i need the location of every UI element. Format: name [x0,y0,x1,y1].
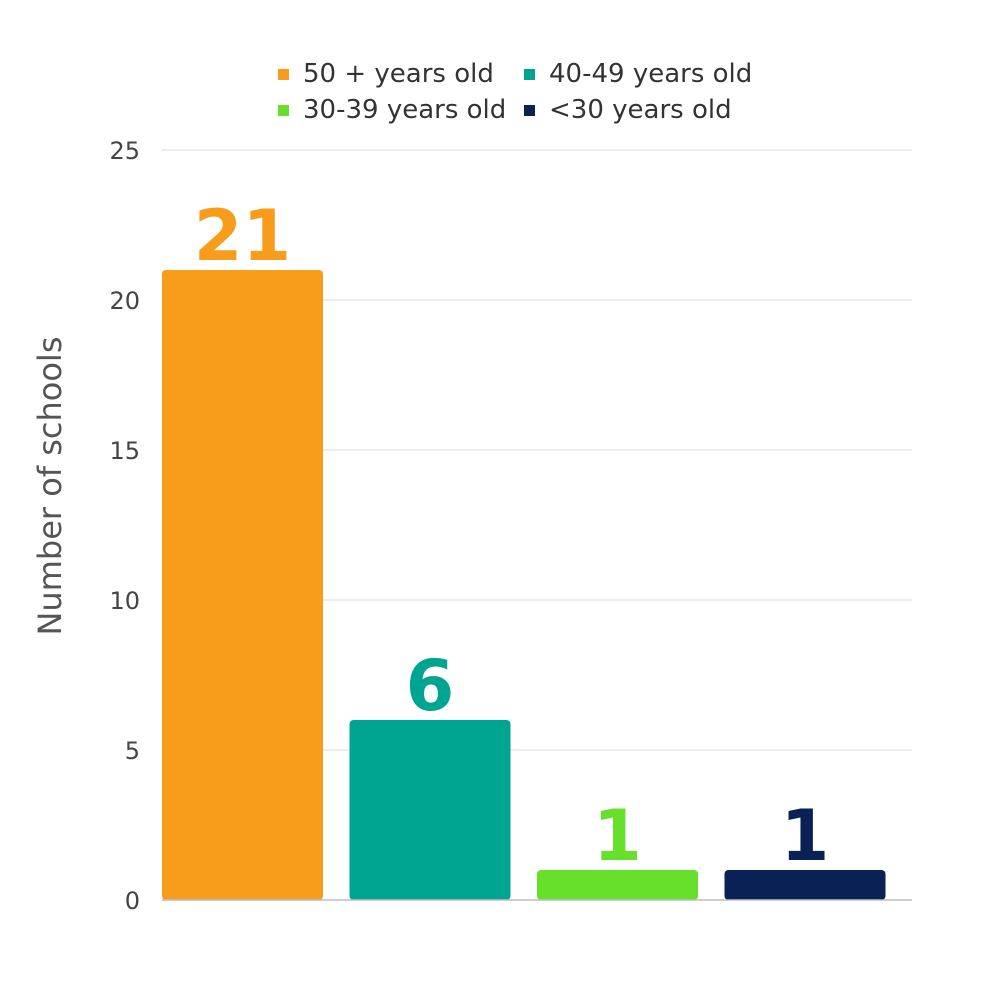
y-tick-label: 25 [109,137,140,165]
bar [349,720,511,900]
y-tick-label: 5 [125,737,140,765]
legend-label: <30 years old [549,95,732,125]
y-tick-label: 10 [109,587,140,615]
legend-swatch [524,68,535,80]
y-tick-label: 20 [109,287,140,315]
bar-value-label: 1 [593,795,642,877]
legend-item-40-49: 40-49 years old [524,58,784,90]
y-axis-title: Number of schools [31,336,69,636]
y-tick-label: 0 [125,887,140,915]
data-labels: 21 6 1 1 [194,195,830,877]
legend-swatch [278,104,289,116]
legend-item-30-39: 30-39 years old [278,94,524,126]
bar-value-label: 6 [406,645,455,727]
bars [162,270,886,900]
bar [162,270,323,900]
bar-value-label: 21 [194,195,291,277]
legend-swatch [278,68,289,80]
legend: 50 + years old 40-49 years old 30-39 yea… [278,58,798,126]
legend-label: 50 + years old [303,59,494,89]
bar-value-label: 1 [781,795,830,877]
y-axis-ticks: 0 5 10 15 20 25 [109,137,140,915]
legend-item-50-plus: 50 + years old [278,58,524,90]
legend-item-under-30: <30 years old [524,94,784,126]
y-tick-label: 15 [109,437,140,465]
bar [537,870,698,900]
legend-label: 40-49 years old [549,59,753,89]
legend-swatch [524,104,535,116]
legend-label: 30-39 years old [303,95,507,125]
bar [724,870,886,900]
